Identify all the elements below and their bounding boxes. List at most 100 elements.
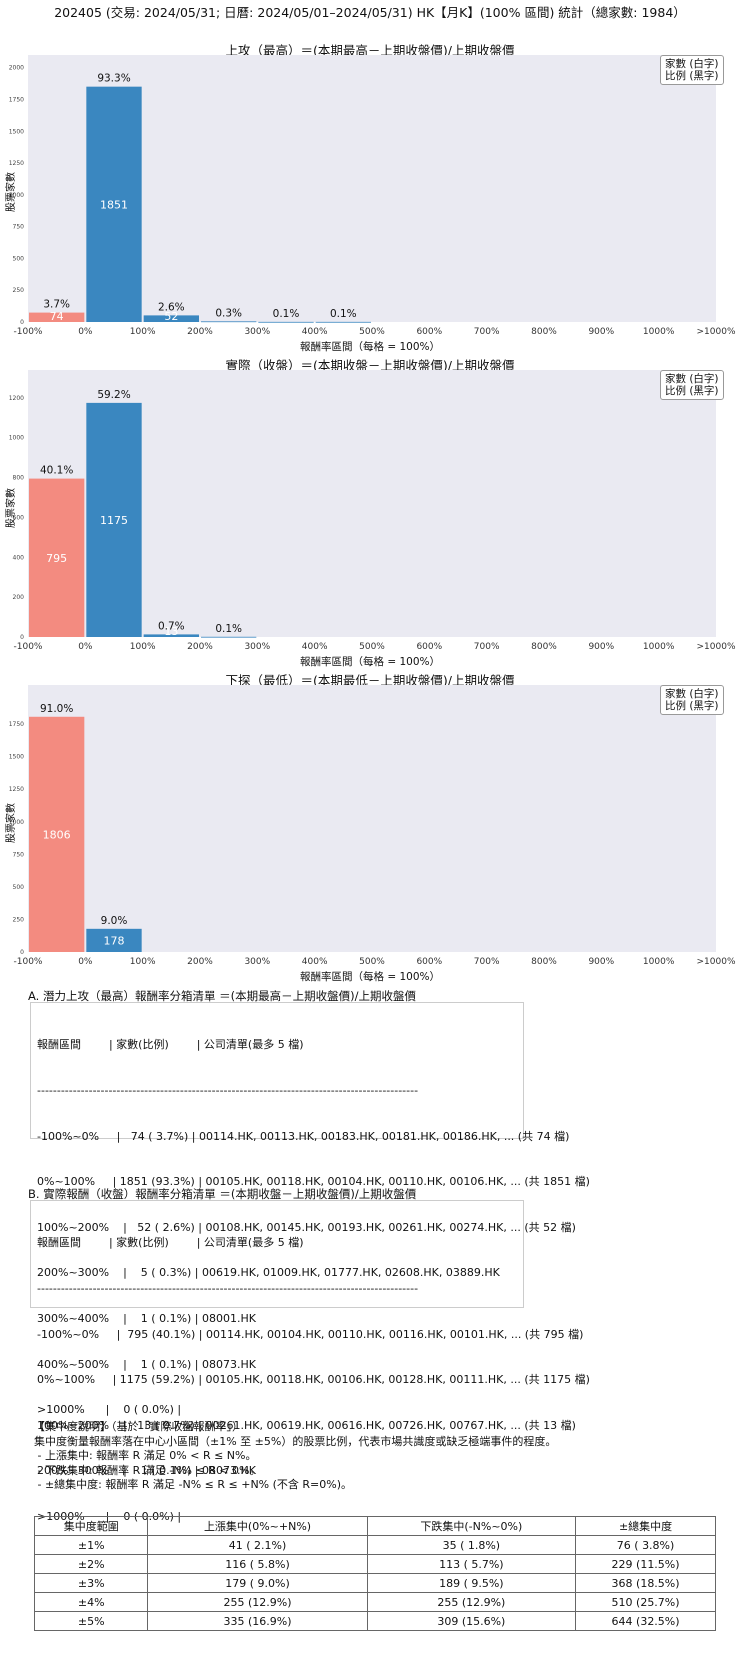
section-b-line: 200%~300% | 1 ( 0.1%) | 08073.HK <box>37 1464 256 1478</box>
bar <box>86 86 142 322</box>
chart-1-plot: 0 250 500 750 1000 1250 1500 1750 2000 -100% 0% 100… <box>9 55 736 337</box>
bar-value-label: 795 <box>46 552 67 565</box>
y-tick-label: 400 <box>13 554 25 561</box>
x-tick-label: 200% <box>187 642 213 652</box>
y-tick-label: 1500 <box>9 754 24 761</box>
table-cell: 255 (12.9%) <box>147 1592 368 1612</box>
chart-2-legend: 家數 (白字) 比例 (黑字) <box>660 370 724 400</box>
table-row: ±4% 255 (12.9%) 255 (12.9%) 510 (25.7%) <box>33 1592 716 1612</box>
y-tick-label: 750 <box>13 224 25 231</box>
legend-ratio-label: 比例 (黑字) <box>665 385 719 397</box>
table-header-row: 集中度範圍 上漲集中(0%~+N%) 下跌集中(-N%~0%) ±總集中度 <box>33 1516 716 1536</box>
y-tick-label: 1200 <box>9 395 24 402</box>
table-cell: ±2% <box>33 1554 149 1574</box>
bar <box>143 634 199 637</box>
table-cell: 189 ( 9.5%) <box>366 1573 577 1593</box>
bar-pct-label: 3.7% <box>43 299 70 311</box>
y-tick-label: 750 <box>13 851 25 858</box>
bar-pct-label: 0.1% <box>330 308 357 320</box>
legend-ratio-label: 比例 (黑字) <box>665 70 719 82</box>
bar <box>201 321 257 323</box>
bar <box>143 315 199 322</box>
x-tick-label: 400% <box>302 327 328 337</box>
x-tick-label: 400% <box>302 957 328 967</box>
x-tick-label: 500% <box>359 957 385 967</box>
x-tick-label: -100% <box>14 957 43 967</box>
table-cell: 179 ( 9.0%) <box>147 1573 368 1593</box>
y-tick-label: 250 <box>13 287 25 294</box>
bar-value-label: 13 <box>164 625 178 638</box>
table-cell: 335 (16.9%) <box>147 1611 368 1631</box>
bar <box>29 716 85 952</box>
bar-value-label: 74 <box>50 310 64 323</box>
x-tick-label: 700% <box>474 957 500 967</box>
section-b-box: 報酬區間 | 家數(比例) | 公司清單(最多 5 檔) -----------… <box>30 1200 590 1523</box>
section-b-line: ----------------------------------------… <box>37 1282 419 1296</box>
section-b-heading: B. 實際報酬（收盤）報酬率分箱清單 ＝(本期收盤－上期收盤價)/上期收盤價 <box>28 1187 417 1201</box>
table-cell: 229 (11.5%) <box>575 1554 716 1574</box>
bar-pct-label: 0.7% <box>158 620 185 632</box>
table-header-cell: ±總集中度 <box>575 1516 716 1536</box>
plot-area <box>28 370 716 637</box>
table-row: ±5% 335 (16.9%) 309 (15.6%) 644 (32.5%) <box>33 1611 716 1631</box>
table-cell: 35 ( 1.8%) <box>366 1535 577 1555</box>
page-title: 202405 (交易: 2024/05/31; 日曆: 2024/05/01–2… <box>54 5 686 20</box>
x-tick-label: >1000% <box>697 327 736 337</box>
bar-pct-label: 2.6% <box>158 301 185 313</box>
bar <box>86 402 142 637</box>
x-tick-label: -100% <box>14 642 43 652</box>
x-tick-label: 100% <box>130 957 156 967</box>
legend-count-label: 家數 (白字) <box>665 688 719 700</box>
x-tick-label: 900% <box>588 642 614 652</box>
section-a-line: >1000% | 0 ( 0.0%) | <box>37 1403 182 1417</box>
plot-area <box>28 55 716 322</box>
x-tick-label: 400% <box>302 642 328 652</box>
chart-3-ylabel: 股票家數 <box>6 803 17 843</box>
x-tick-label: 200% <box>187 957 213 967</box>
plot-area <box>28 685 716 952</box>
table-cell: 309 (15.6%) <box>366 1611 577 1631</box>
section-a-line: 300%~400% | 1 ( 0.1%) | 08001.HK <box>37 1312 256 1326</box>
chart-2-xlabel: 報酬率區間（每格 = 100%） <box>300 656 440 668</box>
table-row: ±3% 179 ( 9.0%) 189 ( 9.5%) 368 (18.5%) <box>33 1573 716 1593</box>
y-tick-label: 200 <box>13 594 25 601</box>
table-cell: 510 (25.7%) <box>575 1592 716 1612</box>
table-header-cell: 上漲集中(0%~+N%) <box>147 1516 368 1536</box>
x-tick-label: 900% <box>588 327 614 337</box>
table-cell: ±5% <box>33 1611 149 1631</box>
chart-2-title: 實際（收盤）＝(本期收盤－上期收盤價)/上期收盤價 <box>225 358 515 373</box>
legend-count-label: 家數 (白字) <box>665 373 719 385</box>
x-tick-label: 1000% <box>643 642 675 652</box>
bar <box>201 636 257 638</box>
section-b-line: 報酬區間 | 家數(比例) | 公司清單(最多 5 檔) <box>37 1236 304 1250</box>
bar <box>29 312 85 322</box>
x-tick-label: 800% <box>531 327 557 337</box>
y-tick-label: 800 <box>13 475 25 482</box>
chart-3-legend: 家數 (白字) 比例 (黑字) <box>660 685 724 715</box>
table-cell: ±3% <box>33 1573 149 1593</box>
section-a-box: 報酬區間 | 家數(比例) | 公司清單(最多 5 檔) -----------… <box>30 1002 590 1416</box>
x-tick-label: 900% <box>588 957 614 967</box>
chart-1-xlabel: 報酬率區間（每格 = 100%） <box>300 341 440 353</box>
bar-pct-label: 40.1% <box>40 465 73 477</box>
table-cell: 41 ( 2.1%) <box>147 1535 368 1555</box>
concentration-note-line: 集中度衡量報酬率落在中心小區間（±1% 至 ±5%）的股票比例，代表市場共識度或… <box>34 1434 557 1448</box>
x-tick-label: 800% <box>531 957 557 967</box>
concentration-notes: 【集中度說明】（基於「實際收盤報酬率」） 集中度衡量報酬率落在中心小區間（±1%… <box>34 1420 556 1493</box>
x-tick-label: 500% <box>359 642 385 652</box>
y-tick-label: 1000 <box>9 192 24 199</box>
bar <box>258 321 314 323</box>
y-tick-label: 600 <box>13 514 25 521</box>
table-cell: 116 ( 5.8%) <box>147 1554 368 1574</box>
y-tick-label: 0 <box>20 634 24 641</box>
y-tick-label: 0 <box>20 319 24 326</box>
concentration-note-line: - 下跌集中: 報酬率 R 滿足 -N% ≤ R < 0%。 <box>34 1463 261 1477</box>
x-tick-label: 0% <box>78 957 93 967</box>
x-tick-label: 200% <box>187 327 213 337</box>
y-tick-label: 1250 <box>9 786 24 793</box>
concentration-note-line: - 上漲集中: 報酬率 R 滿足 0% < R ≤ N%。 <box>34 1449 257 1462</box>
x-tick-label: 300% <box>244 327 270 337</box>
section-b-line: 0%~100% | 1175 (59.2%) | 00105.HK, 00118… <box>37 1373 590 1387</box>
y-tick-label: 1000 <box>9 819 24 826</box>
legend-ratio-label: 比例 (黑字) <box>665 700 719 712</box>
